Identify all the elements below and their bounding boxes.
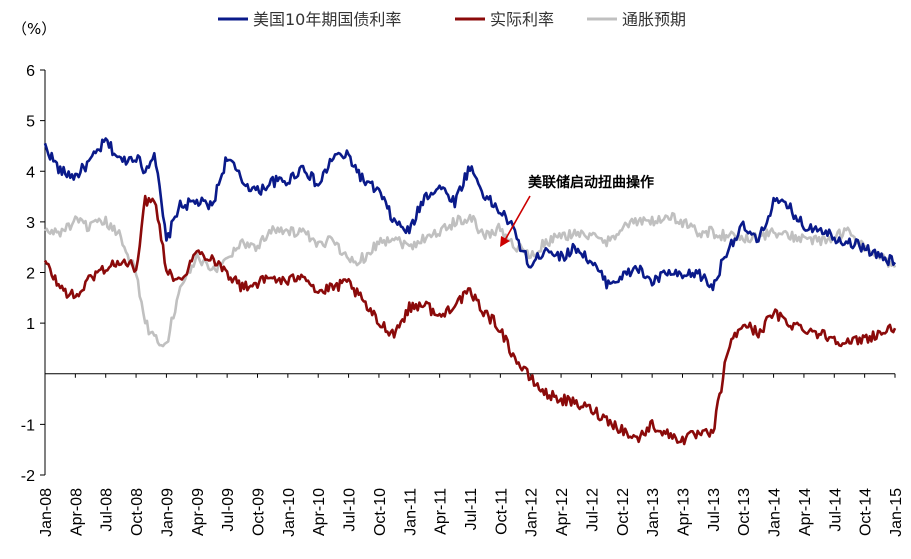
x-tick-label: Jan-09 xyxy=(159,488,176,537)
x-tick-label: Oct-10 xyxy=(372,488,389,536)
x-tick-label: Jan-08 xyxy=(38,488,55,537)
x-tick-label: Oct-12 xyxy=(615,488,632,536)
y-tick-label: 1 xyxy=(26,316,35,333)
x-tick-label: Jul-09 xyxy=(220,488,237,532)
x-tick-label: Jul-10 xyxy=(342,488,359,532)
y-tick-label: 5 xyxy=(26,114,35,131)
y-axis-ticks: 6 5 4 3 2 1 -1 -2 xyxy=(21,63,45,485)
y-tick-label: 3 xyxy=(26,215,35,232)
x-tick-label: Apr-14 xyxy=(797,488,814,536)
series-line-0 xyxy=(43,137,897,292)
y-tick-label: 6 xyxy=(26,63,35,80)
y-tick-label: -1 xyxy=(21,417,35,434)
y-tick-label: 2 xyxy=(26,266,35,283)
x-tick-label: Oct-11 xyxy=(493,488,510,535)
x-tick-label: Oct-09 xyxy=(251,488,268,536)
legend-label-2: 通胀预期 xyxy=(622,10,686,29)
x-tick-label: Oct-13 xyxy=(736,488,753,536)
x-tick-label: Jul-11 xyxy=(463,488,480,530)
x-tick-label: Jul-12 xyxy=(584,488,601,532)
x-tick-label: Apr-09 xyxy=(190,488,207,536)
annotation-arrow xyxy=(504,195,531,241)
x-tick-label: Oct-14 xyxy=(858,488,875,536)
annotation: 美联储启动扭曲操作 xyxy=(500,174,654,247)
x-tick-label: Apr-12 xyxy=(554,488,571,536)
annotation-text: 美联储启动扭曲操作 xyxy=(528,174,654,191)
series-layer xyxy=(43,137,897,446)
x-tick-label: Apr-11 xyxy=(433,488,450,535)
x-tick-label: Jan-15 xyxy=(888,488,905,537)
x-tick-label: Apr-08 xyxy=(68,488,85,536)
y-unit-label: （%） xyxy=(12,20,56,38)
x-tick-label: Jan-14 xyxy=(767,488,784,537)
x-tick-label: Jul-08 xyxy=(99,488,116,532)
series-line-1 xyxy=(43,194,897,446)
annotation-arrowhead xyxy=(500,236,510,247)
x-tick-label: Jan-12 xyxy=(524,488,541,537)
x-tick-label: Apr-10 xyxy=(311,488,328,536)
x-tick-label: Jul-13 xyxy=(706,488,723,532)
legend-label-1: 实际利率 xyxy=(490,10,554,29)
x-tick-label: Jan-11 xyxy=(402,488,419,536)
x-tick-label: Jan-10 xyxy=(281,488,298,537)
legend-label-0: 美国10年期国债利率 xyxy=(253,10,401,29)
x-tick-label: Oct-08 xyxy=(129,488,146,536)
y-tick-label: 4 xyxy=(26,164,35,181)
x-tick-label: Jul-14 xyxy=(827,488,844,532)
x-tick-label: Apr-13 xyxy=(676,488,693,536)
x-tick-label: Jan-13 xyxy=(645,488,662,537)
y-tick-label: -2 xyxy=(21,468,35,485)
legend: 美国10年期国债利率 实际利率 通胀预期 xyxy=(218,10,686,29)
x-axis-ticks: Jan-08 Apr-08 Jul-08 Oct-08 Jan-09 Apr-09 Jul-… xyxy=(38,373,905,537)
